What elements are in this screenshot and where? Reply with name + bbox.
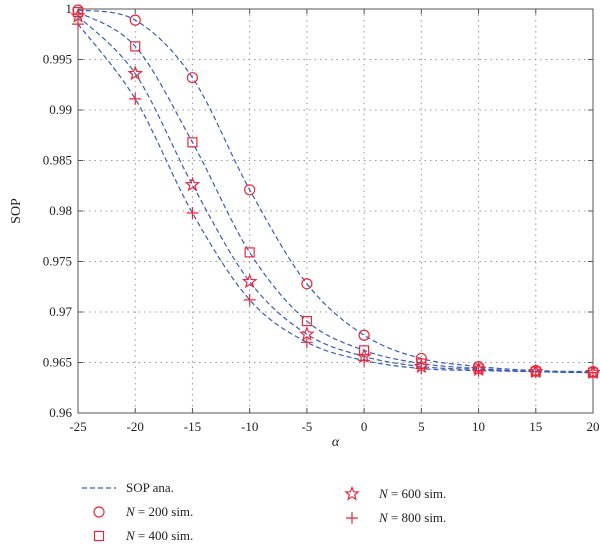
legend-label: N = 600 sim. [378,486,446,501]
series-n-800 [72,18,599,379]
x-tick-label: 5 [418,419,425,434]
series-n-400 [72,6,599,378]
legend-label: N = 800 sim. [378,510,446,525]
axis-ticks: -25 -20 -15 -10 -5 0 5 10 15 20 0.96 0.965 0.97 0.975… [43,1,600,434]
sim-point-n-600-star [184,176,201,192]
y-tick-label: 0.975 [43,254,72,269]
y-tick-label: 0.985 [43,153,72,168]
legend-item: SOP ana. [82,480,174,495]
y-tick-label: 0.96 [49,405,72,420]
legend-label-text: = 600 sim. [388,486,447,501]
x-tick-label: 0 [361,419,368,434]
analysis-line-n-800 [77,23,594,374]
y-tick-label: 0.97 [49,304,72,319]
sim-point-n-800-plus [415,362,428,375]
x-tick-label: 20 [587,419,600,434]
sim-point-n-800-plus [529,365,542,378]
legend-label-text: = 400 sim. [135,528,194,543]
analysis-line-n-200 [77,9,594,373]
sim-point-n-200-circle [301,278,313,290]
sim-point-n-800-plus [129,92,142,105]
legend-item: N = 400 sim. [93,528,193,543]
series [70,4,600,380]
x-tick-label: 15 [529,419,542,434]
y-tick-label: 0.965 [43,355,72,370]
legend-item: N = 200 sim. [93,504,193,519]
sim-point-n-800-plus [243,293,256,306]
sim-point-n-400-square [130,41,141,52]
sim-point-n-600-star [241,273,258,289]
series-n-200 [72,4,599,378]
sim-point-n-200-circle [129,14,141,26]
sim-point-n-800-plus [587,366,599,379]
analysis-line-n-400 [77,11,594,374]
y-tick-label: 1 [66,1,73,16]
y-tick-label: 0.995 [43,52,72,67]
grid [78,9,593,413]
sim-point-n-200-circle [244,184,256,196]
sim-point-n-800-plus [300,336,313,349]
legend-label: N = 400 sim. [125,528,193,543]
legend-label-var: N [378,486,389,501]
y-tick-label: 0.99 [49,102,72,117]
x-tick-label: -20 [127,419,144,434]
legend-circle-marker [93,506,105,518]
sim-point-n-400-square [301,315,312,327]
legend-label-text: = 800 sim. [388,510,447,525]
legend-label-var: N [378,510,389,525]
x-tick-label: 10 [472,419,485,434]
legend-item: N = 800 sim. [346,510,446,525]
legend-label-var: N [125,504,136,519]
analysis-line-n-600 [77,15,594,374]
legend-label-text: = 200 sim. [135,504,194,519]
y-tick-label: 0.98 [49,203,72,218]
legend-star-marker [344,485,360,501]
sim-point-n-200-circle [358,329,370,341]
sim-point-n-800-plus [358,354,371,367]
sim-point-n-400-square [187,137,198,148]
legend-label-text: SOP ana. [126,480,174,495]
sim-point-n-400-square [244,247,255,258]
series-n-600 [70,7,600,380]
legend-square-marker [93,530,105,542]
legend-label: N = 200 sim. [125,504,193,519]
x-axis-title: α [332,435,340,450]
legend-plus-marker [346,512,358,524]
sim-point-n-800-plus [72,18,84,31]
x-tick-label: -10 [241,419,258,434]
sim-point-n-800-plus [472,364,485,377]
y-axis-title: SOP [9,198,24,224]
x-tick-label: -25 [69,419,86,434]
legend-label-var: N [125,528,136,543]
sim-point-n-200-circle [186,72,199,84]
legend-item: N = 600 sim. [344,485,446,501]
x-tick-label: -5 [301,419,312,434]
legend-label: SOP ana. [126,480,174,495]
sim-point-n-600-star [127,65,143,81]
legend: SOP ana.N = 200 sim.N = 400 sim.N = 600 … [82,480,446,543]
sim-point-n-800-plus [186,207,199,220]
x-tick-label: -15 [184,419,201,434]
